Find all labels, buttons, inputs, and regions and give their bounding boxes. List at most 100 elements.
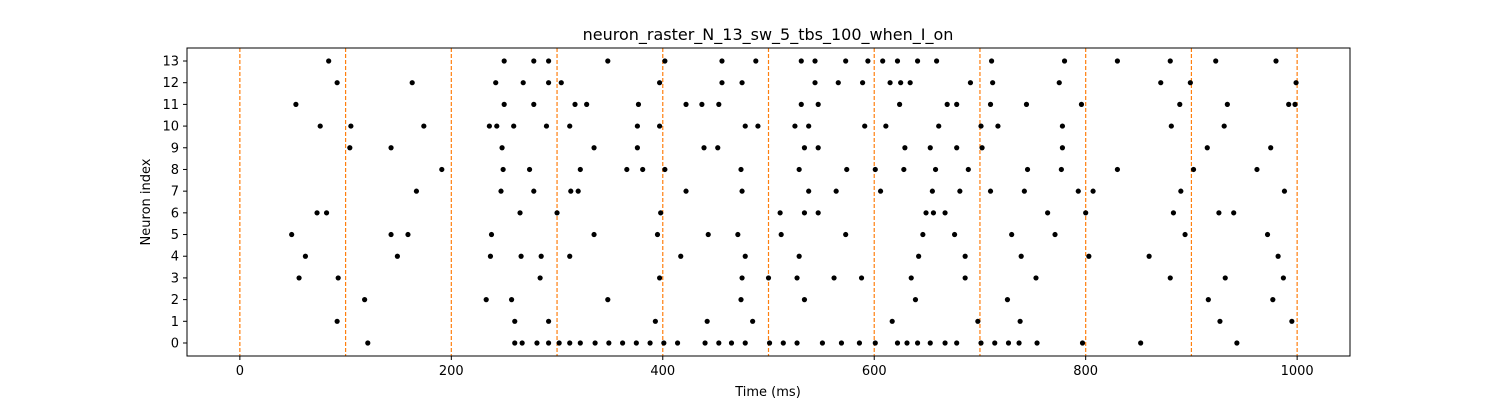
y-tick-label: 12 bbox=[162, 76, 179, 91]
spike-point bbox=[558, 80, 564, 86]
spike-point bbox=[755, 123, 761, 129]
spike-point bbox=[500, 166, 506, 173]
spike-point bbox=[1270, 297, 1276, 303]
spike-point bbox=[405, 231, 411, 238]
spike-point bbox=[932, 166, 939, 173]
spike-point bbox=[914, 340, 921, 346]
spike-point bbox=[1021, 188, 1027, 194]
x-tick-label: 400 bbox=[650, 364, 675, 379]
spike-point bbox=[348, 123, 354, 129]
spike-point bbox=[1289, 318, 1295, 324]
spike-point bbox=[1222, 275, 1228, 281]
spike-point bbox=[778, 231, 784, 238]
spike-point bbox=[545, 318, 552, 324]
spike-point bbox=[819, 340, 826, 346]
spike-point bbox=[296, 275, 302, 281]
spike-point bbox=[511, 123, 517, 129]
spike-point bbox=[289, 231, 295, 238]
spike-point bbox=[538, 253, 544, 259]
spike-point bbox=[1293, 80, 1299, 86]
spike-point bbox=[702, 340, 708, 346]
spike-point bbox=[567, 253, 573, 259]
spike-point bbox=[1004, 297, 1011, 303]
spike-point bbox=[865, 58, 871, 64]
spike-point bbox=[704, 318, 710, 324]
spike-point bbox=[1086, 253, 1092, 259]
spike-point bbox=[777, 210, 783, 216]
spike-point bbox=[806, 188, 812, 194]
spike-point bbox=[920, 231, 926, 238]
spike-point bbox=[930, 210, 937, 216]
spike-point bbox=[833, 188, 839, 194]
spike-point bbox=[1079, 340, 1086, 346]
spike-point bbox=[678, 253, 684, 259]
spike-point bbox=[519, 340, 525, 346]
spike-point bbox=[975, 318, 981, 324]
spike-point bbox=[719, 80, 725, 86]
spike-point bbox=[929, 188, 935, 194]
spike-point bbox=[499, 145, 505, 151]
spike-point bbox=[654, 231, 661, 238]
spike-point bbox=[624, 166, 630, 173]
spike-point bbox=[683, 188, 689, 194]
spike-point bbox=[801, 210, 808, 216]
y-axis-label: Neuron index bbox=[139, 158, 154, 245]
spike-point bbox=[335, 275, 341, 281]
spike-point bbox=[1190, 166, 1197, 173]
spike-point bbox=[1005, 340, 1012, 346]
spike-point bbox=[394, 253, 400, 259]
spike-point bbox=[1292, 101, 1298, 107]
spike-point bbox=[619, 340, 626, 346]
spike-point bbox=[965, 166, 971, 173]
spike-point bbox=[302, 253, 309, 259]
spike-point bbox=[728, 340, 735, 346]
spike-point bbox=[962, 275, 968, 281]
spike-point bbox=[674, 340, 681, 346]
spike-point bbox=[716, 340, 722, 346]
spike-point bbox=[738, 297, 744, 303]
spike-point bbox=[705, 231, 711, 238]
spike-point bbox=[894, 58, 901, 64]
y-tick-label: 3 bbox=[171, 271, 179, 286]
spike-point bbox=[512, 340, 518, 346]
spike-point bbox=[1231, 210, 1237, 216]
spike-point bbox=[634, 145, 640, 151]
spike-point bbox=[951, 231, 958, 238]
spike-point bbox=[944, 101, 950, 107]
spike-point bbox=[858, 275, 865, 281]
spike-point bbox=[934, 58, 940, 64]
spike-point bbox=[1052, 231, 1058, 238]
y-tick-label: 7 bbox=[171, 185, 179, 200]
spike-point bbox=[421, 123, 427, 129]
spike-point bbox=[554, 210, 560, 216]
spike-point bbox=[1187, 80, 1193, 86]
spike-point bbox=[635, 101, 642, 107]
x-tick-label: 0 bbox=[236, 364, 244, 379]
spike-point bbox=[987, 101, 994, 107]
y-tick-label: 2 bbox=[171, 293, 179, 308]
spike-point bbox=[605, 58, 611, 64]
spike-point bbox=[526, 166, 533, 173]
spike-point bbox=[835, 80, 841, 86]
spike-point bbox=[739, 80, 745, 86]
spike-point bbox=[439, 166, 445, 173]
spike-point bbox=[742, 340, 748, 346]
spike-point bbox=[362, 297, 368, 303]
spike-point bbox=[750, 318, 756, 324]
spike-point bbox=[658, 210, 664, 216]
spike-point bbox=[1023, 101, 1030, 107]
spike-point bbox=[927, 340, 933, 346]
spike-point bbox=[1205, 297, 1211, 303]
spike-point bbox=[365, 340, 371, 346]
spike-point bbox=[545, 340, 552, 346]
spike-point bbox=[1061, 58, 1068, 64]
spike-point bbox=[388, 145, 394, 151]
spike-point bbox=[954, 340, 960, 346]
spike-point bbox=[1018, 253, 1024, 259]
spike-point bbox=[815, 145, 821, 151]
spike-point bbox=[661, 340, 667, 346]
spike-point bbox=[1281, 188, 1288, 194]
spike-point bbox=[796, 166, 802, 173]
